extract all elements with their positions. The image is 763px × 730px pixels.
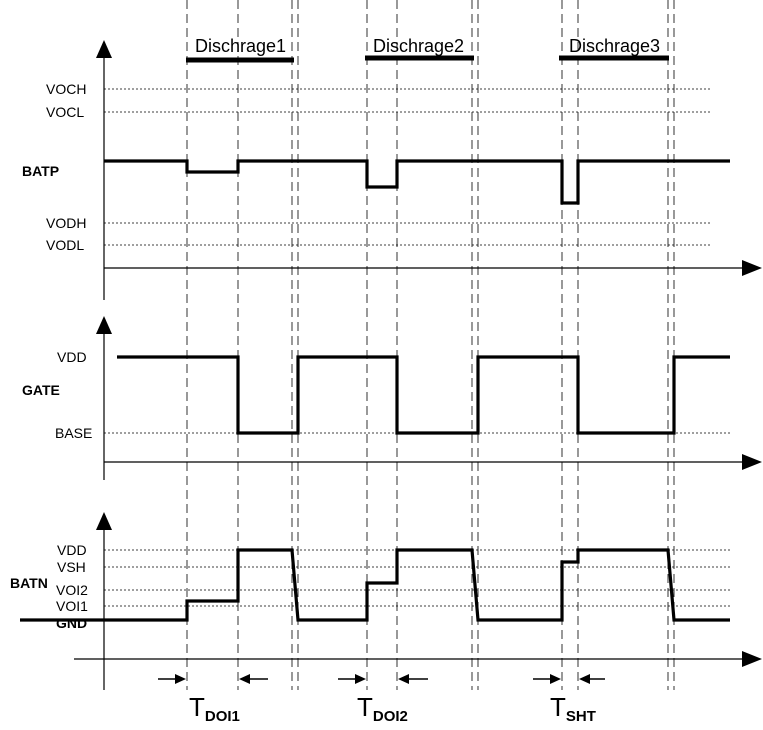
gate-waveform [117, 355, 730, 435]
batp-vocl-label: VOCL [46, 104, 84, 120]
gate-vdd-label: VDD [57, 349, 87, 365]
batp-x-arrow [742, 260, 762, 276]
batn-waveform [20, 548, 730, 622]
gate-panel: VDD GATE BASE [22, 316, 762, 480]
batn-vdd-label: VDD [57, 542, 87, 558]
tdoi1-label: TDOI1 [189, 692, 240, 725]
gate-x-arrow [742, 454, 762, 470]
batp-vodh-label: VODH [46, 215, 86, 231]
batp-vodl-label: VODL [46, 237, 84, 253]
tsht-label: TSHT [550, 692, 596, 725]
batp-waveform [104, 159, 730, 205]
tsht-sub: SHT [566, 708, 596, 725]
tdoi2-sub: DOI2 [373, 708, 408, 725]
batn-y-arrow [96, 512, 112, 530]
delay-annotations: TDOI1 TDOI2 TSHT [158, 674, 605, 725]
gate-signal-label: GATE [22, 382, 60, 398]
batn-voi2-label: VOI2 [56, 582, 88, 598]
tdoi2-right-arrowhead [398, 674, 409, 684]
tdoi1-sub: DOI1 [205, 708, 240, 725]
tdoi2-left-arrowhead [355, 674, 366, 684]
tdoi2-main: T [357, 692, 373, 722]
tsht-right-arrowhead [579, 674, 590, 684]
phase-markers [186, 0, 675, 690]
tdoi1-main: T [189, 692, 205, 722]
batn-vsh-label: VSH [57, 559, 86, 575]
discharge3-label: Dischrage3 [569, 36, 660, 56]
batn-gnd-label: GND [56, 615, 87, 631]
phase-headers: Dischrage1 Dischrage2 Dischrage3 [186, 36, 669, 63]
tsht-left-arrowhead [550, 674, 561, 684]
batp-panel: VOCH VOCL BATP VODH VODL [22, 40, 762, 300]
tdoi1-right-arrowhead [239, 674, 250, 684]
batn-panel: VDD VSH BATN VOI2 VOI1 GND [10, 512, 762, 690]
gate-y-arrow [96, 316, 112, 334]
batp-voch-label: VOCH [46, 81, 86, 97]
batn-signal-label: BATN [10, 575, 48, 591]
tdoi1-left-arrowhead [175, 674, 186, 684]
batp-signal-label: BATP [22, 163, 59, 179]
discharge2-label: Dischrage2 [373, 36, 464, 56]
batn-x-arrow [742, 651, 762, 667]
batn-voi1-label: VOI1 [56, 598, 88, 614]
tdoi2-label: TDOI2 [357, 692, 408, 725]
discharge1-label: Dischrage1 [195, 36, 286, 56]
batp-y-arrow [96, 40, 112, 58]
tsht-main: T [550, 692, 566, 722]
gate-base-label: BASE [55, 425, 92, 441]
